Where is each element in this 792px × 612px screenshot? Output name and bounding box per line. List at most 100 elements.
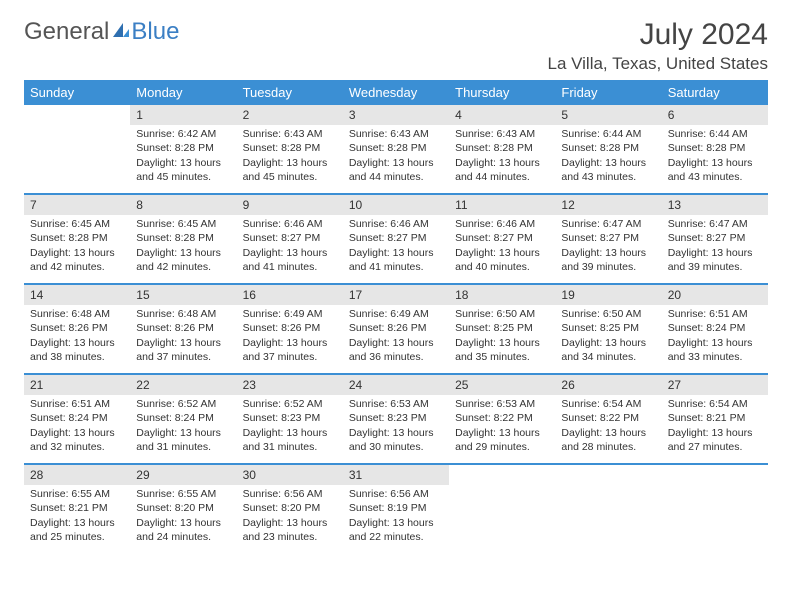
- day-number: 31: [343, 465, 449, 485]
- day-content: Sunrise: 6:49 AMSunset: 8:26 PMDaylight:…: [343, 305, 449, 368]
- sunset-line: Sunset: 8:26 PM: [243, 321, 337, 335]
- sunset-line: Sunset: 8:28 PM: [455, 141, 549, 155]
- weekday-header: Friday: [555, 80, 661, 105]
- day-content: Sunrise: 6:46 AMSunset: 8:27 PMDaylight:…: [237, 215, 343, 278]
- sunset-line: Sunset: 8:28 PM: [668, 141, 762, 155]
- day-number: 3: [343, 105, 449, 125]
- day-content: Sunrise: 6:45 AMSunset: 8:28 PMDaylight:…: [130, 215, 236, 278]
- sunrise-line: Sunrise: 6:54 AM: [561, 397, 655, 411]
- daylight-line: Daylight: 13 hours and 28 minutes.: [561, 426, 655, 454]
- weeks-container: 1Sunrise: 6:42 AMSunset: 8:28 PMDaylight…: [24, 105, 768, 553]
- day-content: Sunrise: 6:42 AMSunset: 8:28 PMDaylight:…: [130, 125, 236, 188]
- sunset-line: Sunset: 8:28 PM: [30, 231, 124, 245]
- sunset-line: Sunset: 8:28 PM: [561, 141, 655, 155]
- calendar-cell: 22Sunrise: 6:52 AMSunset: 8:24 PMDayligh…: [130, 375, 236, 463]
- day-number: 28: [24, 465, 130, 485]
- sunset-line: Sunset: 8:24 PM: [136, 411, 230, 425]
- day-number: 16: [237, 285, 343, 305]
- sunrise-line: Sunrise: 6:56 AM: [243, 487, 337, 501]
- calendar-cell: 15Sunrise: 6:48 AMSunset: 8:26 PMDayligh…: [130, 285, 236, 373]
- daylight-line: Daylight: 13 hours and 42 minutes.: [136, 246, 230, 274]
- sunrise-line: Sunrise: 6:54 AM: [668, 397, 762, 411]
- calendar-cell: 3Sunrise: 6:43 AMSunset: 8:28 PMDaylight…: [343, 105, 449, 193]
- sunrise-line: Sunrise: 6:42 AM: [136, 127, 230, 141]
- day-number: 22: [130, 375, 236, 395]
- sunset-line: Sunset: 8:28 PM: [243, 141, 337, 155]
- day-content: Sunrise: 6:47 AMSunset: 8:27 PMDaylight:…: [662, 215, 768, 278]
- calendar-cell: 21Sunrise: 6:51 AMSunset: 8:24 PMDayligh…: [24, 375, 130, 463]
- sunrise-line: Sunrise: 6:44 AM: [668, 127, 762, 141]
- daylight-line: Daylight: 13 hours and 27 minutes.: [668, 426, 762, 454]
- sunrise-line: Sunrise: 6:45 AM: [136, 217, 230, 231]
- calendar-cell: 12Sunrise: 6:47 AMSunset: 8:27 PMDayligh…: [555, 195, 661, 283]
- sunset-line: Sunset: 8:22 PM: [561, 411, 655, 425]
- day-number: 11: [449, 195, 555, 215]
- day-content: Sunrise: 6:43 AMSunset: 8:28 PMDaylight:…: [343, 125, 449, 188]
- sunrise-line: Sunrise: 6:48 AM: [30, 307, 124, 321]
- daylight-line: Daylight: 13 hours and 41 minutes.: [243, 246, 337, 274]
- day-content: Sunrise: 6:50 AMSunset: 8:25 PMDaylight:…: [555, 305, 661, 368]
- day-number: 30: [237, 465, 343, 485]
- day-content: Sunrise: 6:43 AMSunset: 8:28 PMDaylight:…: [449, 125, 555, 188]
- sunrise-line: Sunrise: 6:52 AM: [136, 397, 230, 411]
- day-content: Sunrise: 6:48 AMSunset: 8:26 PMDaylight:…: [130, 305, 236, 368]
- day-number: 21: [24, 375, 130, 395]
- sunrise-line: Sunrise: 6:52 AM: [243, 397, 337, 411]
- calendar-week: 7Sunrise: 6:45 AMSunset: 8:28 PMDaylight…: [24, 193, 768, 283]
- day-number: 10: [343, 195, 449, 215]
- daylight-line: Daylight: 13 hours and 37 minutes.: [243, 336, 337, 364]
- day-content: Sunrise: 6:54 AMSunset: 8:22 PMDaylight:…: [555, 395, 661, 458]
- daylight-line: Daylight: 13 hours and 42 minutes.: [30, 246, 124, 274]
- daylight-line: Daylight: 13 hours and 41 minutes.: [349, 246, 443, 274]
- calendar-cell: 17Sunrise: 6:49 AMSunset: 8:26 PMDayligh…: [343, 285, 449, 373]
- sunset-line: Sunset: 8:25 PM: [455, 321, 549, 335]
- sunset-line: Sunset: 8:24 PM: [668, 321, 762, 335]
- calendar-cell: [24, 105, 130, 193]
- day-number: 5: [555, 105, 661, 125]
- day-content: Sunrise: 6:56 AMSunset: 8:20 PMDaylight:…: [237, 485, 343, 548]
- calendar-cell: 14Sunrise: 6:48 AMSunset: 8:26 PMDayligh…: [24, 285, 130, 373]
- sunrise-line: Sunrise: 6:51 AM: [668, 307, 762, 321]
- brand-logo: General Blue: [24, 18, 179, 46]
- sunset-line: Sunset: 8:20 PM: [136, 501, 230, 515]
- calendar-cell: 10Sunrise: 6:46 AMSunset: 8:27 PMDayligh…: [343, 195, 449, 283]
- calendar-cell: 30Sunrise: 6:56 AMSunset: 8:20 PMDayligh…: [237, 465, 343, 553]
- sunrise-line: Sunrise: 6:43 AM: [349, 127, 443, 141]
- sunset-line: Sunset: 8:27 PM: [455, 231, 549, 245]
- day-content: Sunrise: 6:55 AMSunset: 8:21 PMDaylight:…: [24, 485, 130, 548]
- location-text: La Villa, Texas, United States: [547, 54, 768, 74]
- sunrise-line: Sunrise: 6:46 AM: [243, 217, 337, 231]
- day-content: Sunrise: 6:54 AMSunset: 8:21 PMDaylight:…: [662, 395, 768, 458]
- day-content: Sunrise: 6:53 AMSunset: 8:23 PMDaylight:…: [343, 395, 449, 458]
- calendar-cell: [449, 465, 555, 553]
- day-content: Sunrise: 6:49 AMSunset: 8:26 PMDaylight:…: [237, 305, 343, 368]
- daylight-line: Daylight: 13 hours and 33 minutes.: [668, 336, 762, 364]
- calendar-cell: 18Sunrise: 6:50 AMSunset: 8:25 PMDayligh…: [449, 285, 555, 373]
- day-number: 6: [662, 105, 768, 125]
- sunrise-line: Sunrise: 6:47 AM: [561, 217, 655, 231]
- sunset-line: Sunset: 8:22 PM: [455, 411, 549, 425]
- daylight-line: Daylight: 13 hours and 45 minutes.: [243, 156, 337, 184]
- day-number: 29: [130, 465, 236, 485]
- day-content: Sunrise: 6:56 AMSunset: 8:19 PMDaylight:…: [343, 485, 449, 548]
- calendar-cell: 27Sunrise: 6:54 AMSunset: 8:21 PMDayligh…: [662, 375, 768, 463]
- sunset-line: Sunset: 8:26 PM: [136, 321, 230, 335]
- calendar-cell: 31Sunrise: 6:56 AMSunset: 8:19 PMDayligh…: [343, 465, 449, 553]
- daylight-line: Daylight: 13 hours and 30 minutes.: [349, 426, 443, 454]
- calendar-cell: 5Sunrise: 6:44 AMSunset: 8:28 PMDaylight…: [555, 105, 661, 193]
- sunrise-line: Sunrise: 6:55 AM: [136, 487, 230, 501]
- daylight-line: Daylight: 13 hours and 38 minutes.: [30, 336, 124, 364]
- day-number: 4: [449, 105, 555, 125]
- weekday-header: Saturday: [662, 80, 768, 105]
- weekday-header: Sunday: [24, 80, 130, 105]
- day-number: 17: [343, 285, 449, 305]
- day-number: 25: [449, 375, 555, 395]
- day-number: 1: [130, 105, 236, 125]
- daylight-line: Daylight: 13 hours and 23 minutes.: [243, 516, 337, 544]
- weekday-header: Wednesday: [343, 80, 449, 105]
- day-number: 7: [24, 195, 130, 215]
- calendar-cell: 23Sunrise: 6:52 AMSunset: 8:23 PMDayligh…: [237, 375, 343, 463]
- sunset-line: Sunset: 8:23 PM: [243, 411, 337, 425]
- daylight-line: Daylight: 13 hours and 25 minutes.: [30, 516, 124, 544]
- sunset-line: Sunset: 8:20 PM: [243, 501, 337, 515]
